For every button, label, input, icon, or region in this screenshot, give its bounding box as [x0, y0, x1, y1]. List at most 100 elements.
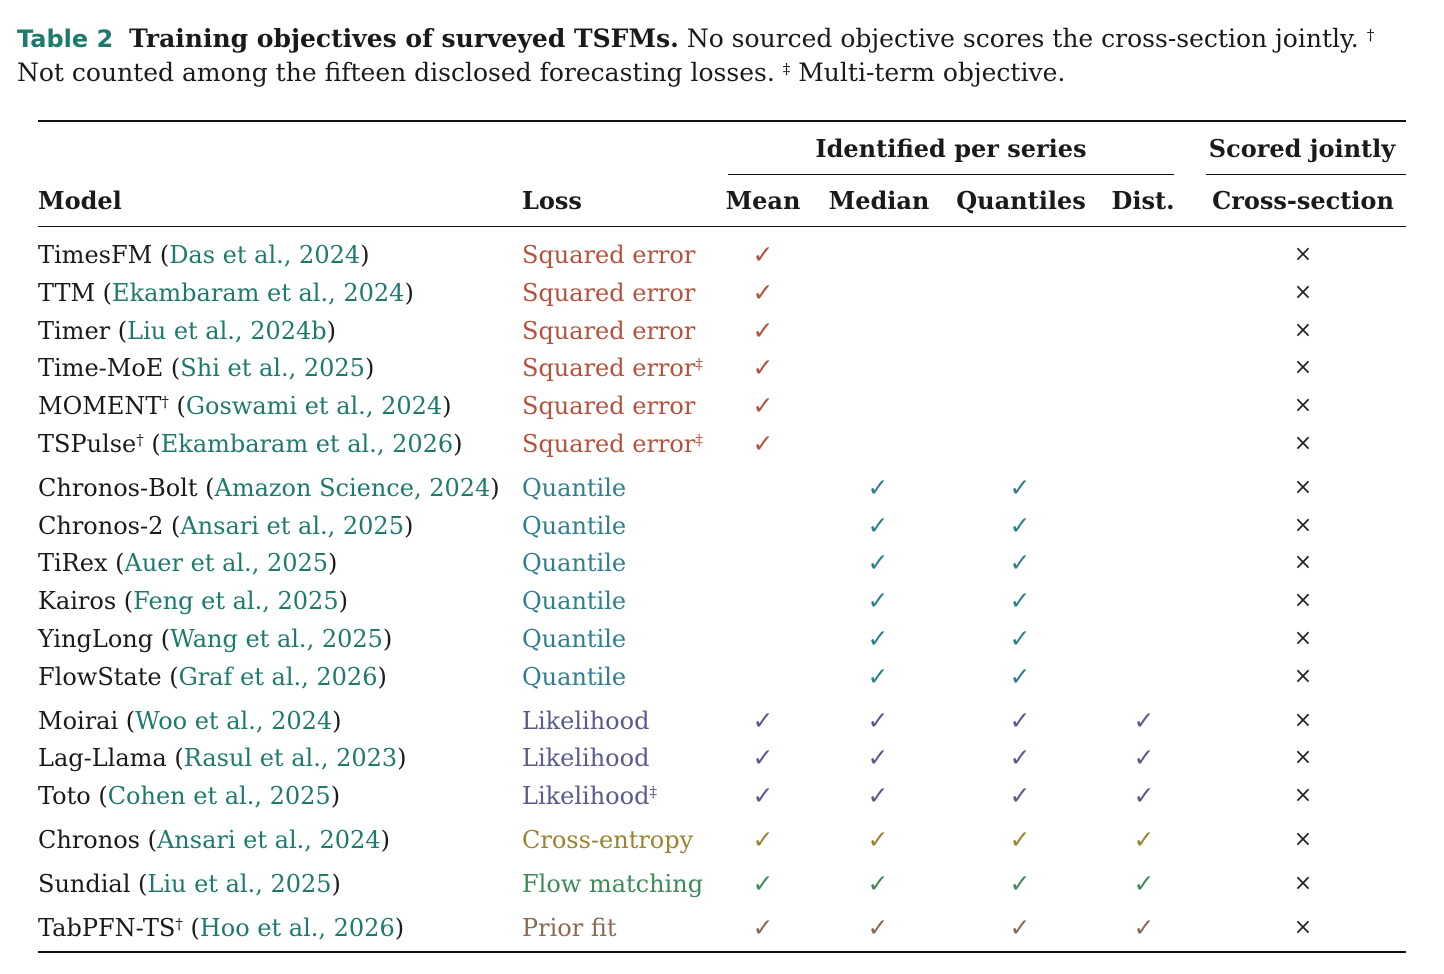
citation-year: 2024 [319, 826, 381, 854]
check-icon-mean: ✓ [752, 781, 774, 810]
citation-link[interactable]: Amazon Science, 2024 [214, 474, 491, 502]
citation-link[interactable]: Shi et al., 2025 [180, 354, 365, 382]
loss-cell: Quantile [522, 621, 626, 657]
citation-link[interactable]: Cohen et al., 2025 [107, 782, 331, 810]
cross-icon: × [1293, 318, 1313, 343]
citation-link[interactable]: Feng et al., 2025 [133, 587, 339, 615]
header-rule [38, 226, 1406, 227]
loss-cell: Quantile [522, 583, 626, 619]
citation-link[interactable]: Ekambaram et al., 2026 [160, 430, 454, 458]
check-icon-quantiles: ✓ [1009, 662, 1031, 691]
loss-name: Quantile [522, 625, 627, 653]
check-icon-quantiles: ✓ [1009, 781, 1031, 810]
loss-name: Squared error [522, 241, 696, 269]
model-name: TimesFM [38, 241, 153, 269]
header-model: Model [38, 186, 122, 215]
citation-year: 2026 [392, 430, 454, 458]
check-icon-quantiles: ✓ [1009, 743, 1031, 772]
check-icon-dist: ✓ [1133, 781, 1155, 810]
check-icon-quantiles: ✓ [1009, 473, 1031, 502]
check-icon-dist: ✓ [1133, 706, 1155, 735]
model-cell: TTM (Ekambaram et al., 2024) [38, 279, 414, 307]
citation-year: 2025 [269, 782, 331, 810]
citation-link[interactable]: Woo et al., 2024 [135, 707, 333, 735]
check-icon-median: ✓ [867, 662, 889, 691]
citation-authors: Cohen et al. [107, 782, 255, 810]
citation-link[interactable]: Hoo et al., 2026 [199, 914, 395, 942]
cross-icon: × [1293, 355, 1313, 380]
citation-authors: Woo et al. [135, 707, 256, 735]
cross-icon: × [1293, 708, 1313, 733]
group-rule-identified [728, 174, 1174, 175]
cross-icon: × [1293, 915, 1313, 940]
bottom-rule [38, 951, 1406, 953]
header-quantiles: Quantiles [956, 186, 1086, 215]
loss-name: Prior fit [522, 914, 617, 942]
loss-footnote-mark: ‡ [695, 355, 703, 373]
model-cell: FlowState (Graf et al., 2026) [38, 663, 387, 691]
check-icon-median: ✓ [867, 624, 889, 653]
check-icon-quantiles: ✓ [1009, 511, 1031, 540]
citation-link[interactable]: Liu et al., 2024b [127, 317, 327, 345]
model-cell: Moirai (Woo et al., 2024) [38, 707, 342, 735]
model-footnote-mark: † [136, 431, 144, 449]
model-name: Sundial [38, 870, 131, 898]
citation-link[interactable]: Rasul et al., 2023 [183, 744, 398, 772]
cross-icon: × [1293, 664, 1313, 689]
loss-cell: Likelihood [522, 703, 649, 739]
citation-link[interactable]: Ansari et al., 2025 [180, 512, 404, 540]
citation-year: 2025 [303, 354, 365, 382]
check-icon-mean: ✓ [752, 353, 774, 382]
check-icon-mean: ✓ [752, 913, 774, 942]
check-icon-median: ✓ [867, 913, 889, 942]
check-icon-median: ✓ [867, 743, 889, 772]
loss-cell: Squared error‡ [522, 426, 703, 462]
loss-cell: Squared error‡ [522, 350, 703, 386]
loss-name: Quantile [522, 512, 627, 540]
caption-title: Training objectives of surveyed TSFMs. [129, 24, 679, 53]
group-header-identified: Identified per series [815, 134, 1087, 163]
loss-cell: Squared error [522, 237, 695, 273]
check-icon-median: ✓ [867, 869, 889, 898]
loss-cell: Likelihood‡ [522, 778, 657, 814]
check-icon-mean: ✓ [752, 743, 774, 772]
check-icon-median: ✓ [867, 825, 889, 854]
cross-icon: × [1293, 783, 1313, 808]
model-cell: Chronos-2 (Ansari et al., 2025) [38, 512, 414, 540]
citation-link[interactable]: Ekambaram et al., 2024 [112, 279, 405, 307]
loss-name: Quantile [522, 549, 627, 577]
model-cell: TimesFM (Das et al., 2024) [38, 241, 370, 269]
citation-link[interactable]: Goswami et al., 2024 [185, 392, 443, 420]
check-icon-median: ✓ [867, 586, 889, 615]
check-icon-quantiles: ✓ [1009, 624, 1031, 653]
check-icon-dist: ✓ [1133, 743, 1155, 772]
citation-link[interactable]: Graf et al., 2026 [178, 663, 378, 691]
citation-authors: Goswami et al. [185, 392, 366, 420]
citation-link[interactable]: Liu et al., 2025 [147, 870, 332, 898]
check-icon-dist: ✓ [1133, 869, 1155, 898]
model-cell: Lag-Llama (Rasul et al., 2023) [38, 744, 407, 772]
loss-cell: Quantile [522, 470, 626, 506]
cross-icon: × [1293, 827, 1313, 852]
citation-link[interactable]: Auer et al., 2025 [124, 549, 329, 577]
citation-year: 2024 [343, 279, 405, 307]
cross-icon: × [1293, 280, 1313, 305]
citation-link[interactable]: Wang et al., 2025 [170, 625, 383, 653]
model-name: TSPulse [38, 430, 137, 458]
loss-name: Likelihood [522, 782, 650, 810]
model-cell: Kairos (Feng et al., 2025) [38, 587, 348, 615]
model-cell: Chronos-Bolt (Amazon Science, 2024) [38, 474, 500, 502]
cross-icon: × [1293, 475, 1313, 500]
cross-icon: × [1293, 550, 1313, 575]
citation-year: 2024b [250, 317, 327, 345]
table-row: Lag-Llama (Rasul et al., 2023) Likelihood… [0, 740, 1444, 776]
citation-year: 2024 [381, 392, 443, 420]
citation-link[interactable]: Das et al., 2024 [169, 241, 361, 269]
citation-authors: Rasul et al. [183, 744, 321, 772]
check-icon-mean: ✓ [752, 706, 774, 735]
model-cell: Timer (Liu et al., 2024b) [38, 317, 337, 345]
model-cell: TiRex (Auer et al., 2025) [38, 549, 338, 577]
check-icon-mean: ✓ [752, 391, 774, 420]
check-icon-mean: ✓ [752, 240, 774, 269]
citation-link[interactable]: Ansari et al., 2024 [156, 826, 381, 854]
